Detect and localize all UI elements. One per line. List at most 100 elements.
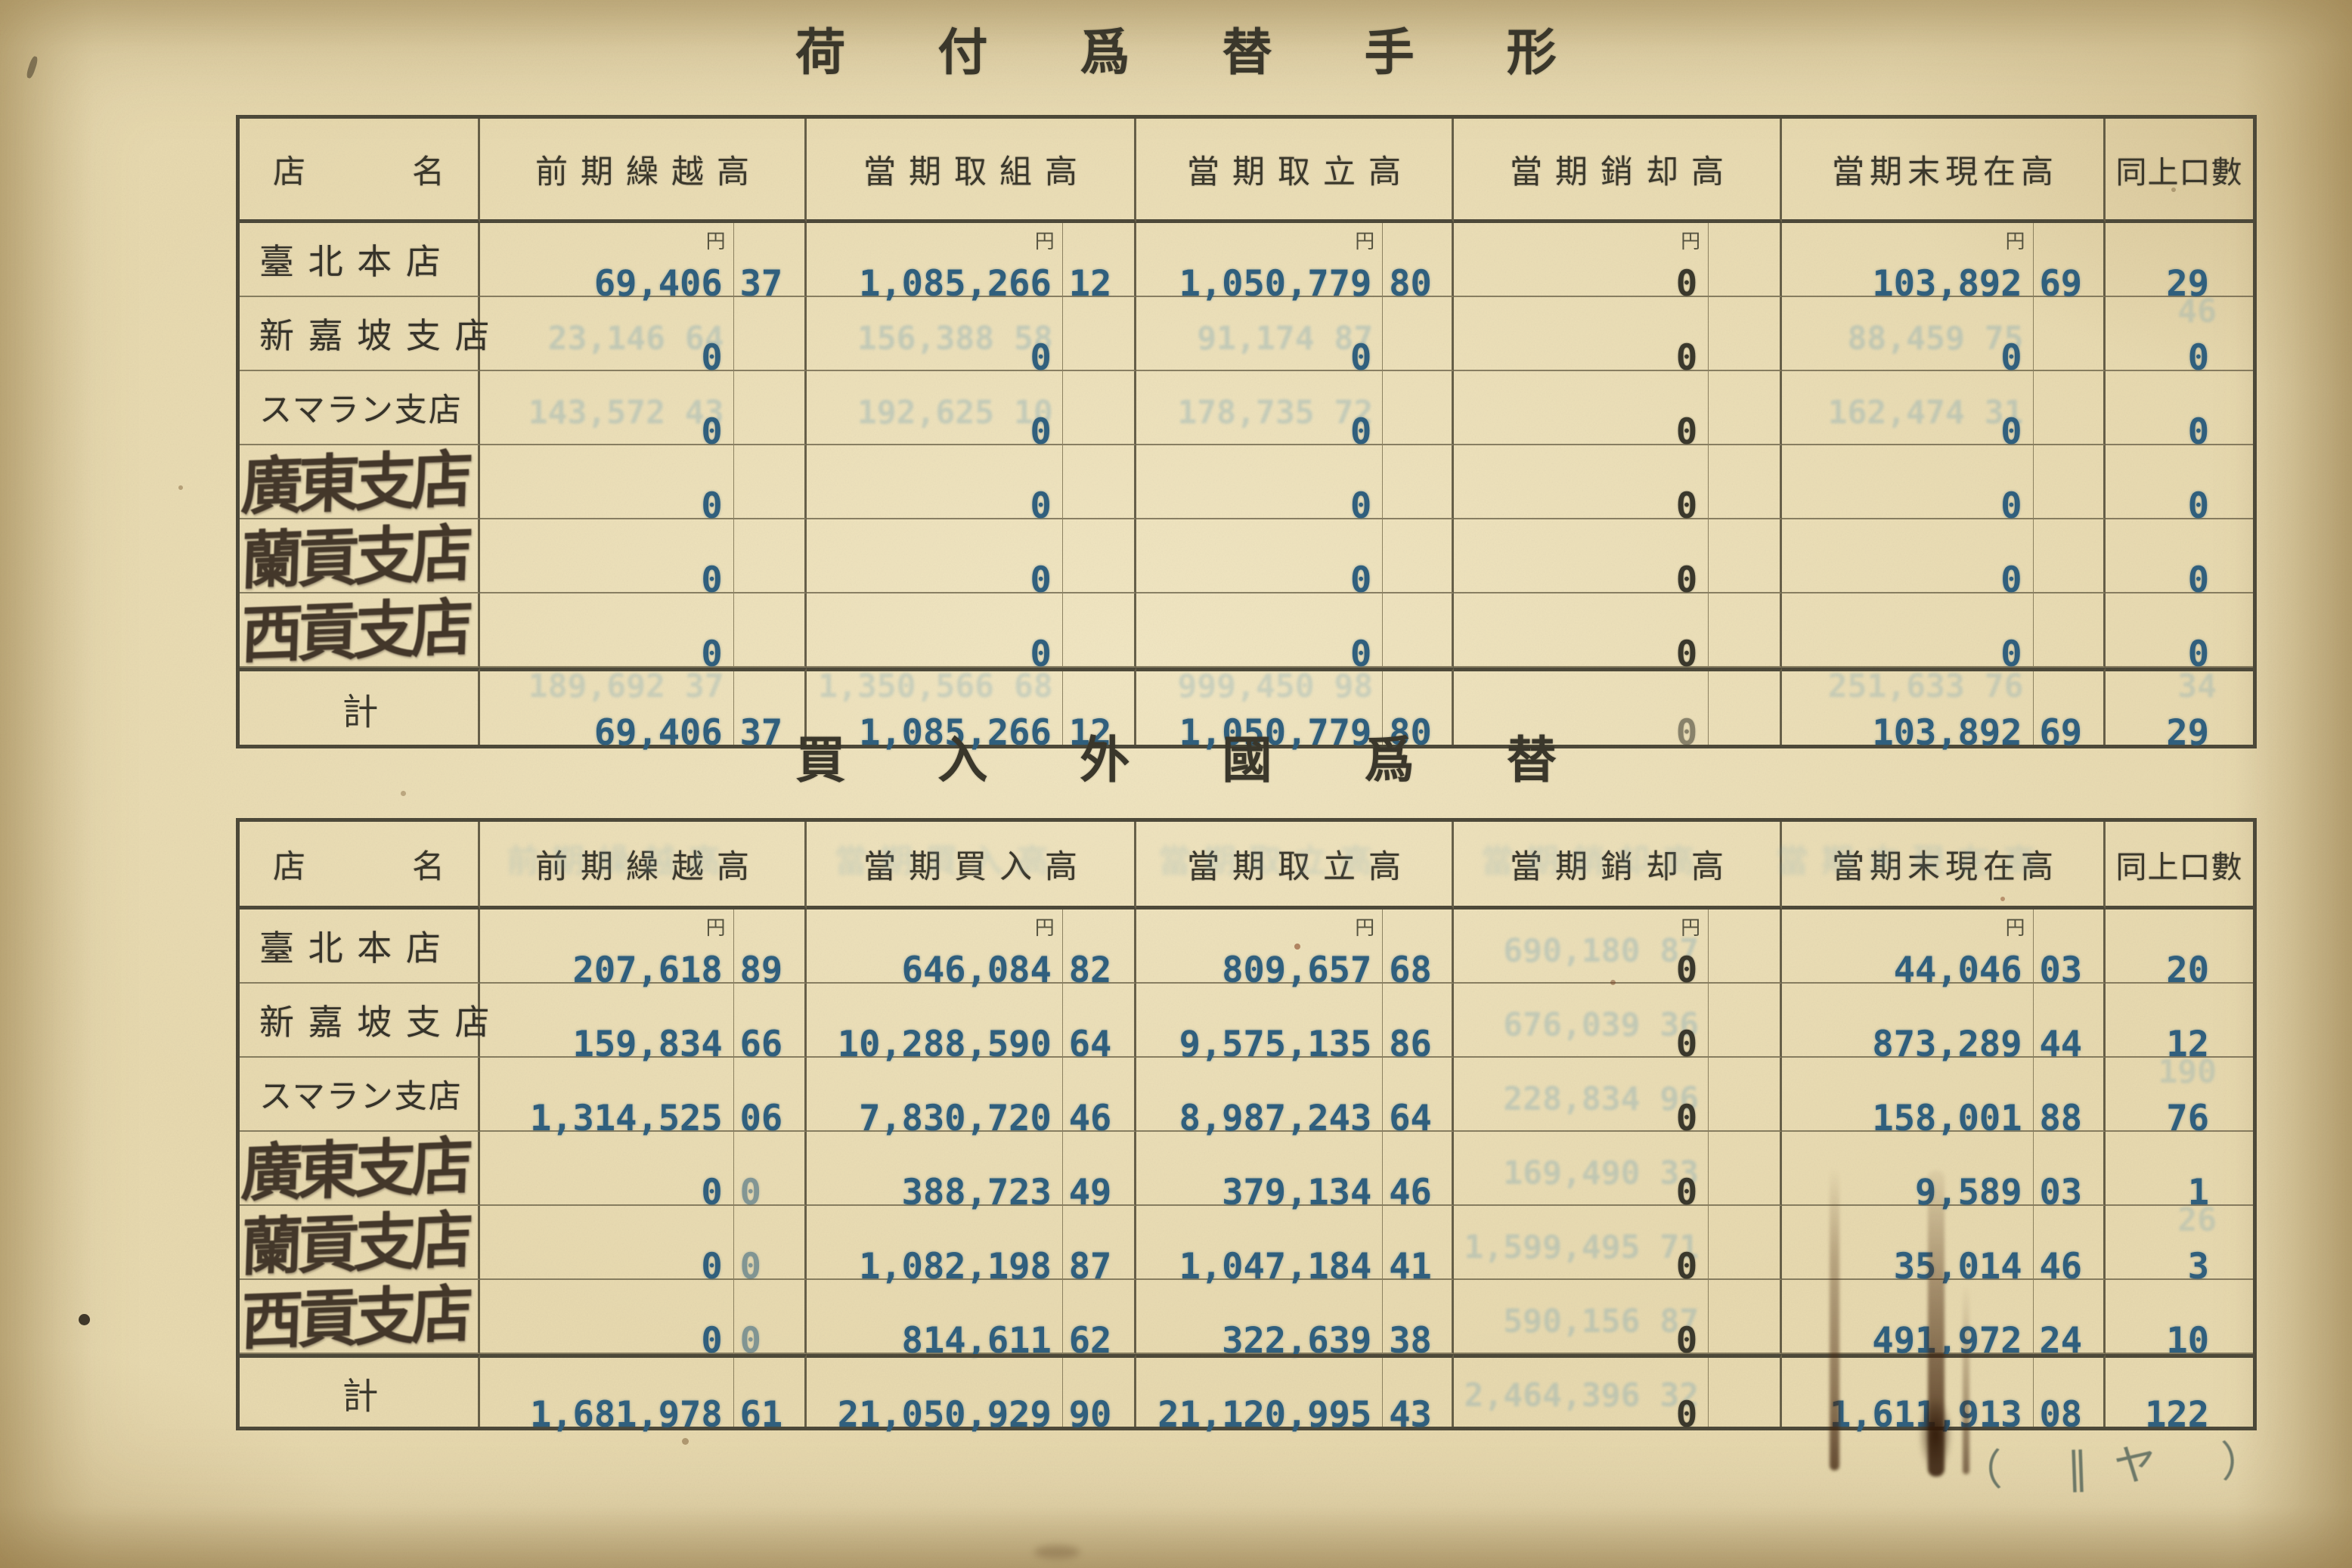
amount-sen: 64 <box>1061 984 1134 1062</box>
amount-cell: 2,464,396 32 0 <box>1454 1354 1782 1433</box>
amount-main: 0 <box>1454 519 1708 598</box>
amount-sen <box>2032 593 2104 666</box>
amount-sen: 46 <box>1382 1132 1452 1210</box>
amount-cell: 9,575,135 86 <box>1136 984 1454 1062</box>
amount-sen: 0 <box>733 1280 804 1359</box>
amount-sen: 88 <box>2032 1058 2104 1136</box>
amount-main: 0 <box>1782 371 2033 450</box>
paper-speck <box>1034 1545 1080 1559</box>
amount-main: 0 <box>480 1206 733 1284</box>
amount-value: 8,987,243 <box>1179 1098 1372 1139</box>
amount-cell: 1,599,495 71 0 <box>1454 1206 1782 1284</box>
amount-sen-value: 69 <box>2039 263 2083 305</box>
amount-value: 0 <box>1675 411 1698 453</box>
row-name-cell: 西貢支店 <box>240 591 480 672</box>
amount-value: 0 <box>1675 950 1698 991</box>
amount-value: 0 <box>2000 485 2022 527</box>
amount-cell: 0 <box>480 593 807 672</box>
branch-name: 臺 北 本 店 <box>259 241 442 282</box>
amount-sen <box>1708 445 1780 518</box>
amount-cell: 0 <box>1454 593 1782 672</box>
column-header: 當期取組高 <box>807 119 1136 223</box>
amount-sen-value: 37 <box>739 263 783 305</box>
amount-cell: 0 <box>1136 445 1454 524</box>
amount-sen: 03 <box>2032 910 2104 988</box>
amount-main: 0 <box>1454 223 1708 302</box>
amount-cell: 23,146 64 0 <box>480 297 807 376</box>
amount-sen-value: 90 <box>1068 1394 1112 1436</box>
amount-main: 1,085,266 <box>807 223 1062 302</box>
amount-cell: 0 <box>807 519 1136 598</box>
amount-value: 207,618 <box>572 950 723 991</box>
row-name-cell: 臺 北 本 店 <box>240 223 480 297</box>
amount-value: 44,046 <box>1893 950 2022 991</box>
amount-sen-value: 61 <box>739 1394 783 1436</box>
ghost-value: 34 <box>2177 668 2217 705</box>
amount-cell: 35,014 46 <box>1782 1206 2106 1284</box>
amount-cell: 590,156 87 0 <box>1454 1280 1782 1359</box>
amount-main: 0 <box>1454 445 1708 524</box>
amount-cell: 873,289 44 <box>1782 984 2106 1062</box>
amount-cell: 円 809,657 68 <box>1136 910 1454 988</box>
amount-sen <box>1061 445 1134 518</box>
amount-main: 0 <box>807 593 1062 672</box>
amount-sen: 12 <box>1061 223 1134 302</box>
amount-main: 0 <box>1136 593 1382 672</box>
amount-value: 0 <box>701 559 723 601</box>
amount-main: 0 <box>1454 1280 1708 1359</box>
column-header-label: 名 <box>412 153 445 191</box>
amount-cell: 円 1,050,779 80 <box>1136 223 1454 302</box>
amount-sen: 03 <box>2032 1132 2104 1210</box>
amount-sen-value: 82 <box>1068 950 1112 991</box>
count-value: 20 <box>2166 950 2209 991</box>
handwritten-branch-name: 西貢支店 <box>240 1278 469 1359</box>
amount-value: 0 <box>2000 634 2022 675</box>
yen-unit-mark: 円 <box>1355 231 1375 253</box>
amount-sen: 69 <box>2032 223 2104 302</box>
amount-cell: 156,388 58 0 <box>807 297 1136 376</box>
amount-value: 69,406 <box>593 263 723 305</box>
amount-sen: 43 <box>1382 1358 1452 1433</box>
amount-value: 0 <box>1675 634 1698 675</box>
amount-main: 21,050,929 <box>807 1358 1062 1433</box>
amount-main: 0 <box>1454 1132 1708 1210</box>
amount-main: 491,972 <box>1782 1280 2033 1359</box>
amount-cell: 0 <box>1454 445 1782 524</box>
amount-value: 1,611,913 <box>1829 1394 2022 1436</box>
amount-sen <box>733 297 804 370</box>
amount-sen: 86 <box>1382 984 1452 1062</box>
amount-sen-value: 03 <box>2039 1172 2083 1213</box>
amount-sen <box>1708 593 1780 666</box>
amount-value: 0 <box>1675 485 1698 527</box>
amount-cell: 322,639 38 <box>1136 1280 1454 1359</box>
amount-cell: 1,611,913 08 <box>1782 1354 2106 1433</box>
amount-sen <box>2032 519 2104 592</box>
amount-sen: 08 <box>2032 1358 2104 1433</box>
amount-cell: 円 44,046 03 <box>1782 910 2106 988</box>
amount-sen <box>733 445 804 518</box>
amount-sen: 0 <box>733 1206 804 1284</box>
count-cell: 1 <box>2106 1132 2253 1210</box>
amount-value: 0 <box>701 1172 723 1213</box>
amount-sen-value: 0 <box>739 1320 761 1362</box>
amount-value: 0 <box>1675 1320 1698 1362</box>
amount-sen-value: 0 <box>739 1246 761 1288</box>
row-name-cell: 新 嘉 坡 支 店 <box>240 297 490 371</box>
column-header: 前期繰越高 前期繰越高 <box>480 822 807 910</box>
amount-main: 159,834 <box>480 984 733 1062</box>
amount-sen: 82 <box>1061 910 1134 988</box>
amount-sen: 61 <box>733 1358 804 1433</box>
amount-cell: 169,490 33 0 <box>1454 1132 1782 1210</box>
amount-value: 0 <box>1675 263 1698 305</box>
count-value: 10 <box>2166 1320 2209 1362</box>
amount-value: 1,314,525 <box>529 1098 723 1139</box>
amount-cell: 0 <box>1782 519 2106 598</box>
amount-main: 0 <box>480 297 733 376</box>
amount-value: 10,288,590 <box>837 1024 1052 1065</box>
amount-cell: 159,834 66 <box>480 984 807 1062</box>
amount-main: 379,134 <box>1136 1132 1382 1210</box>
amount-sen <box>1708 297 1780 370</box>
yen-unit-mark: 円 <box>1681 231 1701 253</box>
amount-sen-value: 08 <box>2039 1394 2083 1436</box>
